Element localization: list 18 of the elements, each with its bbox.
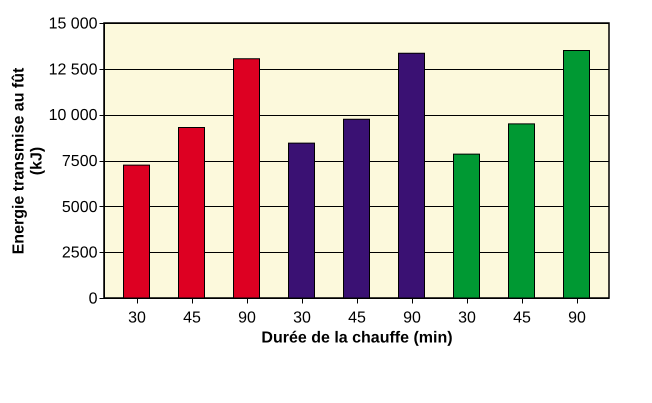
x-tick-label: 30 [293,310,311,326]
y-axis-title: Energie transmise au fût (kJ) [10,66,46,254]
x-tick-label: 30 [128,310,146,326]
y-tick-label: 15 000 [48,16,98,32]
y-tick-label: 12 500 [48,61,98,78]
y-tick-label: 10 000 [48,107,98,124]
x-tick-label: 45 [348,310,366,326]
y-tick-label: 2500 [62,244,98,262]
y-tick-label: 0 [88,290,98,308]
x-tick-label: 45 [183,310,201,326]
x-tick-label: 45 [513,310,531,326]
x-tick-label: 90 [568,310,586,326]
x-axis-title: Durée de la chauffe (min) [261,330,453,346]
y-tick-label: 5000 [62,198,98,216]
x-tick-label: 30 [458,310,476,326]
y-tick-label: 7500 [62,153,98,170]
x-tick-label: 90 [238,310,256,326]
x-tick-label: 90 [403,310,421,326]
